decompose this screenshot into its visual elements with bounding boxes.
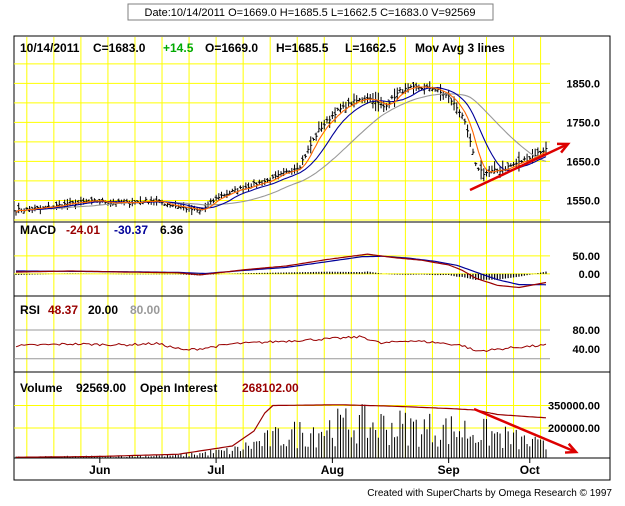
downtrend-arrow [473,407,577,454]
header-text: Date:10/14/2011 O=1669.0 H=1685.5 L=1662… [145,7,476,19]
open-interest-line [15,404,547,458]
macd-line [15,253,547,289]
legend-change: +14.5 [163,41,194,55]
macd-signal-value: -30.37 [114,223,148,237]
price-panel [14,81,548,216]
macd-label: MACD [20,223,56,237]
y-axis-tick-label: 40.00 [572,344,600,356]
y-axis-tick-label: 1650.0 [566,156,600,168]
y-axis-tick-label: 80.00 [572,325,600,337]
rsi-value: 48.37 [48,303,78,317]
rsi-upper-bound: 80.00 [130,303,160,317]
uptrend-arrow-head [556,142,571,154]
axis-labels: 1550.0 1650.0 1750.0 1850.0 0.00 50.00 40.00 80… [89,78,600,477]
legend-study: Mov Avg 3 lines [415,41,505,55]
y-axis-tick-label: 200000.00 [548,423,600,435]
legend-low: L=1662.5 [345,41,396,55]
rsi-panel [14,329,550,360]
y-axis-tick-label: 1850.0 [566,78,600,90]
annotation-arrows [469,142,579,454]
x-axis-tick-label: Jul [207,463,224,477]
y-axis-tick-label: 1750.0 [566,117,600,129]
macd-value: -24.01 [66,223,100,237]
header-box [127,3,494,21]
legend-date: 10/14/2011 [20,41,80,55]
y-axis-tick-label: 350000.00 [548,401,600,413]
volume-label: Volume [20,381,63,395]
grid [14,37,550,458]
macd-hist-value: 6.36 [160,223,184,237]
downtrend-arrow-head [564,442,579,454]
x-axis-tick-label: Oct [520,463,540,477]
volume-value: 92569.00 [76,381,126,395]
legend-close: C=1683.0 [93,41,146,55]
uptrend-arrow [469,142,569,192]
x-axis-tick-label: Sep [438,463,460,477]
moving-average-slow [15,93,547,213]
y-axis-tick-label: 1550.0 [566,195,600,207]
moving-average-fast [15,86,547,213]
rsi-label: RSI [20,303,40,317]
volume-panel [15,404,547,458]
legend-high: H=1685.5 [276,41,329,55]
y-axis-tick-label: 0.00 [579,269,600,281]
open-interest-value: 268102.00 [242,381,299,395]
footer-credit: Created with SuperCharts by Omega Resear… [367,488,612,499]
x-axis-tick-label: Jun [89,463,110,477]
macd-panel [15,253,547,289]
legend-open: O=1669.0 [205,41,258,55]
rsi-lower-bound: 20.00 [88,303,118,317]
open-interest-label: Open Interest [140,381,217,395]
y-axis-tick-label: 50.00 [572,251,600,263]
x-axis-tick-label: Aug [321,463,344,477]
rsi-line [15,335,547,353]
